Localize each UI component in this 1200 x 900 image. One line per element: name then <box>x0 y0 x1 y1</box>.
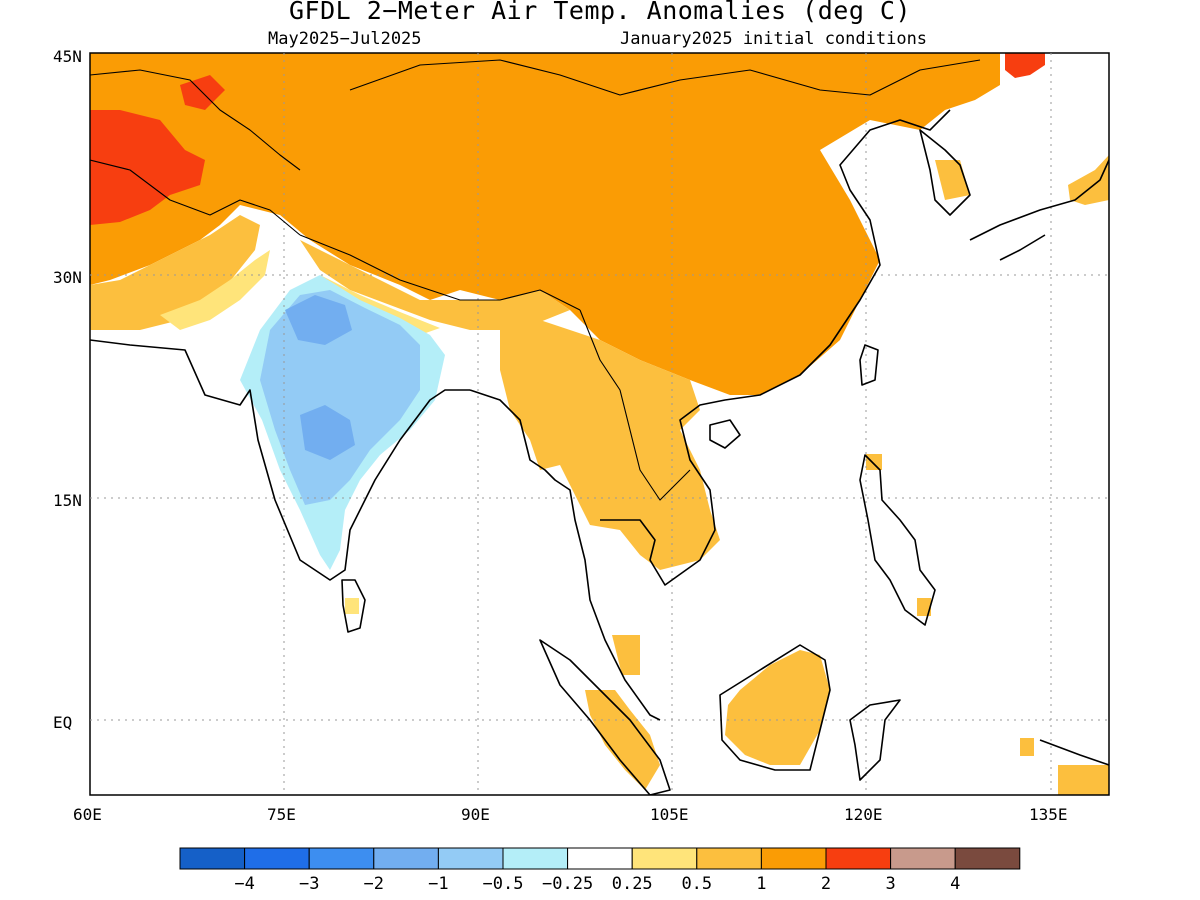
lat-tick-label: 45N <box>53 47 82 66</box>
lon-tick-label: 120E <box>844 805 883 824</box>
anomaly-region-india-coolest <box>285 295 352 345</box>
anomaly-region-halmahera <box>1020 738 1034 756</box>
map-title: GFDL 2−Meter Air Temp. Anomalies (deg C) <box>288 0 912 25</box>
anomaly-region-india-coolest-south <box>300 405 355 460</box>
anomaly-region-borneo <box>725 650 830 765</box>
coast-indochina <box>600 109 951 586</box>
plot-frame <box>89 52 1110 796</box>
colorbar-tick-label: −2 <box>364 874 384 894</box>
anomaly-region-north-asia <box>90 53 1000 395</box>
anomaly-region-sumatra <box>585 690 660 790</box>
colorbar: −4 −3 −2 −1 −0.5 −0.25 0.25 0.5 1 2 3 4 <box>179 847 1021 894</box>
coast-taiwan <box>859 344 879 386</box>
lon-tick-label: 105E <box>650 805 689 824</box>
colorbar-tick-label: 1 <box>756 874 766 894</box>
colorbar-swatch <box>954 847 1021 870</box>
lat-tick-label: 15N <box>53 491 82 510</box>
coast-india <box>90 339 470 581</box>
coast-new-guinea <box>1039 739 1109 766</box>
coast-japan <box>969 159 1109 261</box>
coast-sulawesi <box>849 699 901 781</box>
anomaly-region-central-asia-hot <box>90 110 205 225</box>
coast-myanmar-malaya <box>469 389 661 721</box>
lon-tick-label: 60E <box>73 805 102 824</box>
lon-axis-labels: 60E 75E 90E 105E 120E 135E <box>73 805 1068 824</box>
colorbar-swatch <box>631 847 698 870</box>
subtitle-initial-conditions: January2025 initial conditions <box>620 29 928 49</box>
anomaly-region-himalaya-fringe <box>300 240 570 330</box>
anomaly-region-korea-hot <box>1005 53 1045 78</box>
border-indochina <box>579 309 691 501</box>
anomaly-region-new-guinea <box>1058 765 1109 795</box>
colorbar-swatch <box>760 847 827 870</box>
coast-korea <box>919 129 971 216</box>
border-central-asia <box>90 69 301 171</box>
colorbar-swatch <box>244 847 310 870</box>
coast-hainan <box>709 419 741 449</box>
colorbar-tick-label: −0.5 <box>483 874 524 894</box>
anomaly-region-japan <box>1068 155 1109 205</box>
anomaly-region-malaysia <box>612 635 640 675</box>
colorbar-tick-label: −1 <box>428 874 448 894</box>
subtitle-period: May2025−Jul2025 <box>268 29 422 49</box>
colorbar-swatch <box>890 847 956 870</box>
colorbar-tick-label: 2 <box>821 874 831 894</box>
colorbar-tick-label: −0.25 <box>542 874 593 894</box>
colorbar-tick-label: 4 <box>950 874 960 894</box>
coast-philippines <box>859 454 936 626</box>
anomaly-field <box>90 53 1109 795</box>
colorbar-swatch <box>437 847 504 870</box>
colorbar-tick-label: −3 <box>299 874 319 894</box>
colorbar-swatch <box>567 847 633 870</box>
border-china-north <box>349 59 981 96</box>
lon-tick-label: 75E <box>267 805 296 824</box>
lat-tick-label: 30N <box>53 268 82 287</box>
border-afghan-pak <box>90 159 301 236</box>
colorbar-tick-label: 0.25 <box>612 874 653 894</box>
colorbar-swatch <box>502 847 569 870</box>
anomaly-region-india-cooler <box>260 290 420 505</box>
colorbar-tick-label: 0.5 <box>681 874 712 894</box>
coast-sri-lanka <box>341 579 366 633</box>
colorbar-swatch <box>308 847 375 870</box>
anomaly-region-pakistan <box>90 215 260 330</box>
colorbar-swatch <box>179 847 246 870</box>
lat-tick-label: EQ <box>53 713 72 732</box>
lon-tick-label: 135E <box>1029 805 1068 824</box>
colorbar-swatch <box>825 847 892 870</box>
lon-tick-label: 90E <box>461 805 490 824</box>
colorbar-swatch <box>373 847 439 870</box>
coast-borneo <box>719 644 831 771</box>
colorbar-tick-label: −4 <box>234 874 254 894</box>
anomaly-region-southeast-asia <box>500 320 720 570</box>
coastlines <box>90 59 1109 795</box>
gridlines <box>90 53 1109 795</box>
colorbar-swatch <box>696 847 762 870</box>
anomaly-region-mindanao <box>917 598 931 616</box>
anomaly-region-sri-lanka <box>345 598 359 614</box>
anomaly-region-pale-fringe <box>160 250 270 330</box>
colorbar-tick-label: 3 <box>885 874 895 894</box>
anomaly-region-philippines <box>866 454 882 470</box>
border-tibet <box>299 234 581 311</box>
coast-sumatra <box>539 639 671 795</box>
lat-axis-labels: 45N 30N 15N EQ <box>53 47 82 732</box>
anomaly-region-himalaya-pale <box>320 275 440 335</box>
